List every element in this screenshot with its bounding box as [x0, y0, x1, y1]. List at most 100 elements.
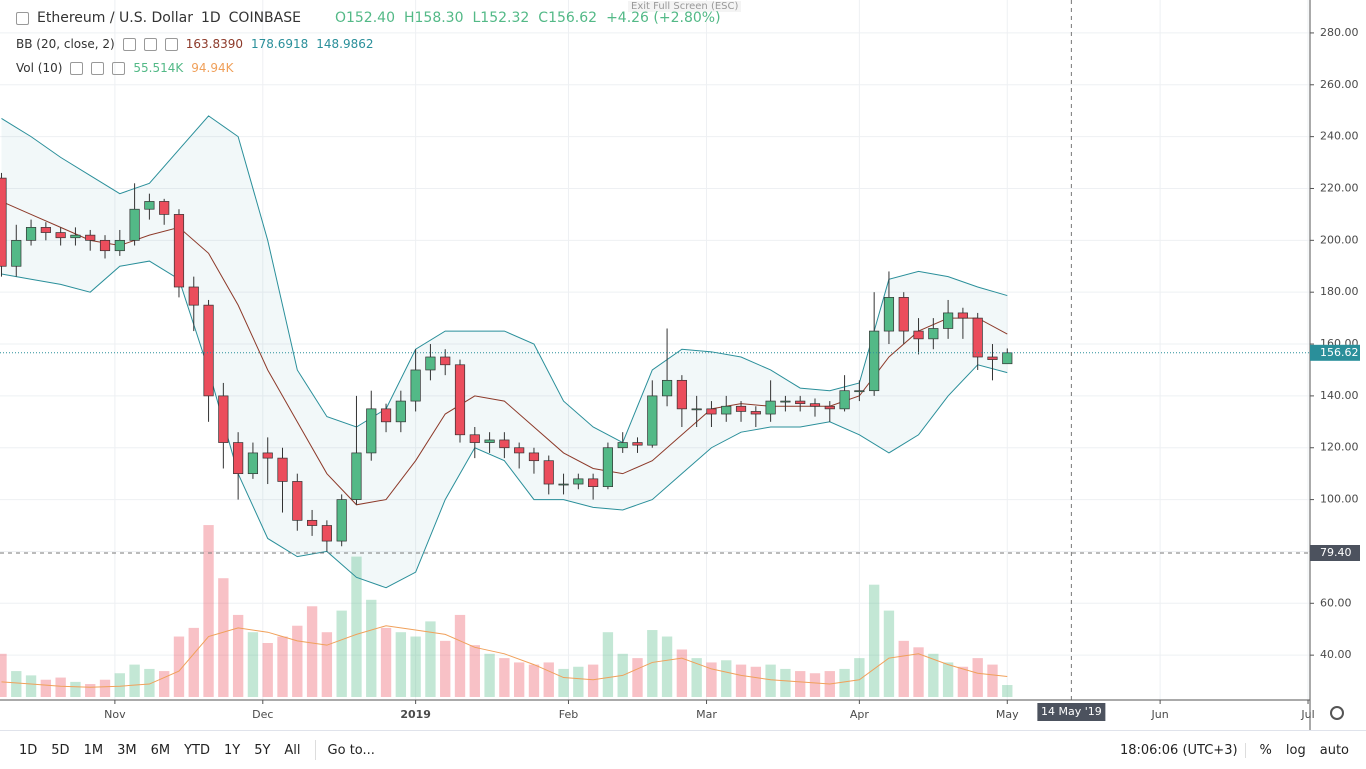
- candle-body: [972, 317, 983, 358]
- scale-option[interactable]: auto: [1319, 742, 1349, 758]
- volume-bar: [706, 662, 717, 697]
- range-button[interactable]: YTD: [184, 742, 210, 758]
- candle-body: [262, 452, 273, 459]
- volume-bar: [232, 614, 244, 697]
- range-button[interactable]: All: [284, 742, 301, 758]
- candle-body: [469, 434, 480, 443]
- candle-body: [25, 227, 37, 241]
- exchange[interactable]: COINBASE: [228, 10, 301, 26]
- candle-body: [676, 379, 687, 410]
- volume-bar: [868, 584, 880, 697]
- candle-body: [144, 201, 155, 210]
- candle-body: [691, 408, 702, 411]
- y-tick-label: 180.00: [1320, 285, 1359, 298]
- scale-option[interactable]: log: [1285, 742, 1306, 758]
- volume-bar: [854, 658, 865, 697]
- exit-fullscreen[interactable]: Exit Full Screen (ESC): [628, 1, 742, 12]
- ohlc-value: H158.30: [403, 10, 464, 26]
- candle-body: [795, 400, 806, 405]
- last-price-label: 156.62: [1320, 346, 1359, 359]
- x-tick-label: May: [996, 708, 1019, 721]
- volume-bar: [883, 610, 895, 697]
- candle-body: [883, 297, 895, 332]
- chart: 40.0060.0080.00100.00120.00140.00160.001…: [0, 0, 1360, 730]
- range-button[interactable]: 5D: [51, 742, 70, 758]
- volume-bar: [972, 658, 983, 697]
- volume-bar: [218, 578, 229, 697]
- candle-body: [632, 442, 643, 446]
- range-button[interactable]: 3M: [117, 742, 137, 758]
- candle-body: [928, 328, 939, 340]
- volume-bar: [159, 671, 170, 697]
- gear-icon[interactable]: [91, 61, 105, 75]
- goto[interactable]: Go to...: [327, 742, 375, 758]
- volume-bar: [573, 666, 584, 697]
- candle-body: [528, 452, 540, 462]
- collapse-icon[interactable]: [16, 11, 29, 25]
- candle-body: [735, 405, 747, 412]
- settings-icon[interactable]: [1330, 706, 1344, 720]
- gear-icon[interactable]: [143, 37, 157, 51]
- volume-bar: [380, 627, 392, 697]
- close-icon[interactable]: [164, 37, 178, 51]
- indicator-name[interactable]: Vol (10): [16, 61, 63, 75]
- y-tick-label: 200.00: [1320, 233, 1359, 246]
- volume-bar: [898, 640, 909, 697]
- range-button[interactable]: 1D: [19, 742, 38, 758]
- candle-body: [0, 177, 7, 267]
- candle-body: [987, 356, 998, 360]
- candle-body: [321, 525, 332, 542]
- candle-body: [395, 400, 406, 423]
- volume-bar: [928, 653, 939, 697]
- volume-bar: [25, 675, 37, 697]
- candle-body: [351, 452, 362, 500]
- candle-body: [40, 227, 51, 233]
- candle-body: [85, 234, 96, 241]
- indicator-value: 94.94K: [191, 61, 234, 75]
- candle-body: [484, 439, 495, 443]
- candle-body: [765, 400, 776, 415]
- candle-body: [573, 478, 584, 485]
- volume-bar: [262, 643, 273, 697]
- interval[interactable]: 1D: [200, 10, 221, 26]
- volume-bar: [188, 627, 199, 697]
- ohlc-value: C156.62: [538, 10, 598, 26]
- candle-body: [233, 442, 244, 475]
- candle-body: [809, 403, 821, 407]
- clock: 18:06:06 (UTC+3): [1113, 742, 1246, 758]
- candle-body: [114, 239, 125, 252]
- range-button[interactable]: 5Y: [254, 742, 271, 758]
- close-icon[interactable]: [112, 61, 126, 75]
- candle-body: [159, 201, 170, 215]
- volume-bar: [765, 664, 776, 697]
- volume-bar: [942, 662, 954, 697]
- volume-bar: [913, 647, 924, 697]
- range-button[interactable]: 1M: [83, 742, 104, 758]
- candle-body: [721, 405, 732, 415]
- candle-body: [292, 481, 303, 521]
- range-button[interactable]: 6M: [150, 742, 171, 758]
- candle-body: [277, 457, 288, 482]
- candle-body: [869, 330, 880, 392]
- x-tick-label: Jun: [1151, 708, 1169, 721]
- volume-bar: [1002, 685, 1013, 697]
- volume-bar: [647, 630, 658, 697]
- scale-options: % log auto: [1246, 743, 1366, 758]
- indicator-name[interactable]: BB (20, close, 2): [16, 37, 115, 51]
- candle-body: [307, 519, 318, 526]
- volume-bar: [292, 625, 303, 697]
- volume-bar: [809, 673, 821, 697]
- vol-legend: Vol (10) 55.514K 94.94K: [16, 61, 234, 75]
- eye-icon[interactable]: [70, 61, 84, 75]
- volume-bar: [528, 664, 540, 697]
- bb-legend: BB (20, close, 2) 163.8390 178.6918 148.…: [16, 37, 374, 51]
- ohlc: O152.40 H158.30 L152.32 C156.62 +4.26 (+2.80…: [335, 10, 721, 26]
- volume-bar: [114, 673, 125, 697]
- range-button[interactable]: 1Y: [223, 742, 241, 758]
- scale-option[interactable]: %: [1259, 742, 1272, 758]
- candle-body: [898, 297, 909, 332]
- symbol-title[interactable]: Ethereum / U.S. Dollar: [37, 10, 193, 26]
- eye-icon[interactable]: [122, 37, 136, 51]
- candle-body: [839, 390, 850, 410]
